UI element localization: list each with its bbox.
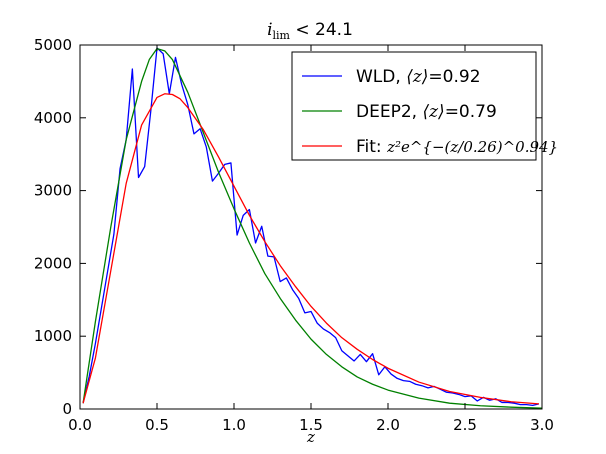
x-tick-label: 1.0	[222, 416, 246, 434]
title-value: 24.1	[315, 20, 353, 40]
x-tick-label: 0.5	[145, 416, 169, 434]
x-tick-label: 1.5	[299, 416, 323, 434]
y-tick-label: 4000	[34, 109, 72, 127]
x-tick-label: 2.5	[453, 416, 477, 434]
series-line-fit	[82, 93, 539, 405]
x-tick-label: 0.0	[68, 416, 92, 434]
series-line-deep2	[82, 47, 543, 409]
legend-fit-math: z²e^{−(z/0.26)^0.94}	[386, 138, 558, 156]
x-tick-label: 3.0	[530, 416, 554, 434]
legend-wld-prefix: WLD,	[356, 67, 406, 87]
y-tick-label: 5000	[34, 36, 72, 54]
legend-entry-deep2: DEEP2, ⟨z⟩=0.79	[356, 102, 497, 122]
legend-entry-wld: WLD, ⟨z⟩=0.92	[356, 67, 481, 87]
y-tick-label: 0	[62, 400, 72, 418]
series-lines	[82, 47, 543, 409]
legend-box	[291, 51, 537, 161]
y-tick-label: 3000	[34, 182, 72, 200]
y-tick-label: 2000	[34, 254, 72, 272]
x-tick-labels: 0.0 0.5 1.0 1.5 2.0 2.5 3.0	[68, 416, 554, 434]
legend: WLD, ⟨z⟩=0.92 DEEP2, ⟨z⟩=0.79 Fit: z²e^{…	[291, 51, 558, 161]
y-tick-labels: 0 1000 2000 3000 4000 5000	[34, 36, 72, 418]
title: ilim < 24.1	[267, 20, 353, 42]
legend-fit-prefix: Fit:	[356, 137, 387, 157]
legend-deep2-prefix: DEEP2,	[356, 102, 422, 122]
legend-deep2-suffix: =0.79	[445, 102, 497, 122]
y-tick-label: 1000	[34, 327, 72, 345]
legend-wld-suffix: =0.92	[428, 67, 480, 87]
title-op: <	[290, 20, 315, 40]
svg-text:ilim < 24.1: ilim < 24.1	[267, 20, 353, 42]
legend-wld-math: ⟨z⟩	[406, 67, 428, 87]
plot-frame	[79, 44, 543, 410]
x-axis-label: z	[306, 428, 315, 446]
legend-deep2-math: ⟨z⟩	[422, 102, 444, 122]
x-tick-label: 2.0	[376, 416, 400, 434]
title-math: i	[267, 20, 272, 40]
legend-entry-fit: Fit: z²e^{−(z/0.26)^0.94}	[356, 137, 558, 157]
title-math-sub: lim	[273, 29, 291, 42]
